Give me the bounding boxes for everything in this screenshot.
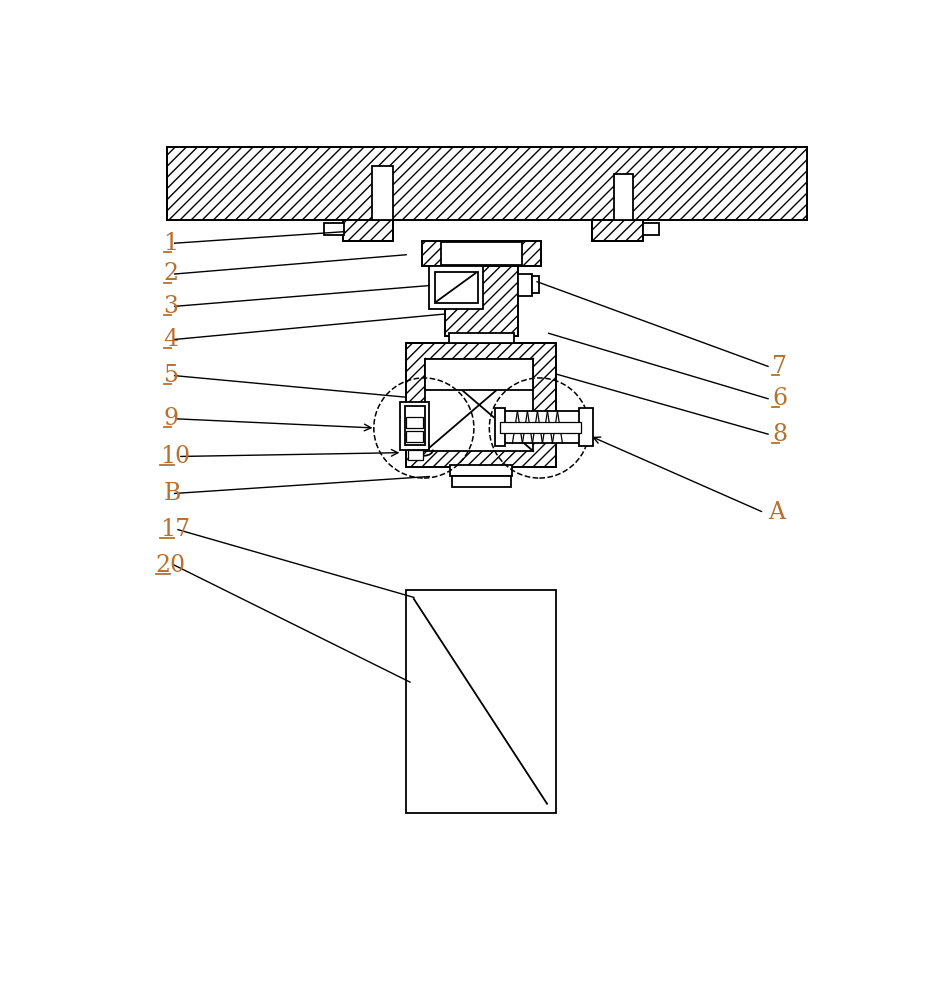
- Text: 5: 5: [164, 364, 179, 387]
- Text: 2: 2: [164, 262, 179, 286]
- Text: A: A: [768, 501, 786, 524]
- Text: 7: 7: [772, 355, 786, 378]
- Bar: [421, 241, 541, 266]
- Bar: [517, 274, 532, 296]
- Bar: [500, 411, 581, 443]
- Text: 1: 1: [164, 232, 179, 255]
- Text: 9: 9: [164, 407, 179, 430]
- Bar: [406, 343, 556, 466]
- Bar: [323, 223, 343, 235]
- Bar: [450, 465, 512, 476]
- Text: 20: 20: [156, 554, 186, 577]
- Bar: [372, 166, 393, 220]
- Text: B: B: [164, 482, 181, 505]
- Bar: [425, 359, 534, 389]
- Bar: [643, 223, 659, 235]
- Bar: [532, 276, 539, 293]
- Bar: [592, 220, 643, 241]
- Bar: [406, 417, 423, 428]
- Bar: [167, 147, 807, 220]
- Text: 17: 17: [160, 518, 190, 541]
- Bar: [445, 266, 517, 336]
- Bar: [449, 333, 514, 343]
- Bar: [406, 431, 423, 442]
- Bar: [408, 450, 423, 460]
- Bar: [429, 266, 483, 309]
- Bar: [404, 406, 425, 445]
- Text: 10: 10: [160, 445, 190, 468]
- Bar: [406, 590, 556, 813]
- Bar: [435, 272, 477, 303]
- Bar: [343, 220, 393, 241]
- Text: 3: 3: [164, 295, 179, 318]
- Text: 8: 8: [772, 423, 787, 446]
- Bar: [500, 422, 581, 433]
- Text: 4: 4: [164, 328, 179, 351]
- Bar: [441, 242, 522, 265]
- Bar: [453, 476, 511, 487]
- Bar: [614, 174, 633, 220]
- Bar: [495, 408, 506, 446]
- Bar: [579, 408, 593, 446]
- Bar: [400, 402, 429, 450]
- Text: 6: 6: [772, 387, 787, 410]
- Bar: [425, 359, 534, 451]
